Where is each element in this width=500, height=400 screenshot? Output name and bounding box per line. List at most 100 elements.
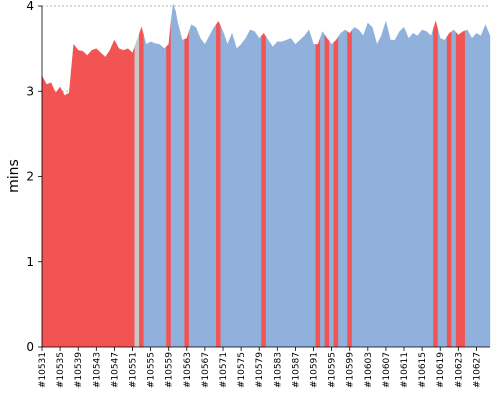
build-area-segment	[179, 31, 185, 348]
build-area-segment	[247, 29, 253, 348]
build-area-segment	[356, 28, 362, 348]
build-area-segment	[175, 11, 181, 348]
y-tick-label: 1	[26, 255, 34, 269]
build-area-segment	[234, 40, 240, 348]
x-tick-label: #10575	[237, 352, 247, 388]
x-tick-label: #10611	[400, 352, 410, 388]
build-area-segment	[333, 36, 339, 348]
build-area-segment	[446, 31, 452, 348]
build-area-segment	[116, 44, 122, 348]
build-area-segment	[238, 40, 244, 348]
build-area-segment	[478, 30, 484, 348]
x-tick-label: #10615	[418, 352, 428, 388]
x-tick-label: #10535	[56, 352, 66, 388]
build-area-segment	[166, 21, 172, 348]
build-area-segment	[297, 37, 303, 348]
build-area-segment	[98, 50, 104, 348]
x-tick-label: #10551	[129, 352, 139, 388]
build-area-segment	[442, 36, 448, 348]
x-tick-label: #10571	[219, 352, 229, 388]
y-tick-label: 0	[26, 340, 34, 354]
x-tick-label: #10583	[273, 352, 283, 388]
x-tick-label: #10543	[92, 352, 102, 388]
build-area-segment	[62, 91, 68, 348]
build-area-segment	[406, 32, 412, 348]
build-area-segment	[419, 29, 425, 348]
build-area-segment	[134, 33, 140, 348]
build-area-segment	[464, 29, 470, 348]
build-area-segment	[125, 48, 131, 348]
x-tick-label: #10627	[472, 352, 482, 388]
build-area-segment	[351, 27, 357, 348]
build-area-segment	[256, 34, 262, 348]
build-area-segment	[483, 24, 488, 348]
build-area-segment	[48, 82, 54, 348]
y-tick-label: 4	[26, 0, 34, 13]
build-area-segment	[455, 31, 461, 348]
build-area-segment	[120, 49, 126, 348]
build-area-segment	[469, 34, 475, 348]
x-tick-label: #10623	[454, 352, 464, 388]
build-area-segment	[378, 28, 384, 348]
build-area-segment	[66, 68, 72, 348]
build-area-segment	[302, 32, 307, 348]
build-area-segment	[292, 40, 298, 348]
build-area-segment	[360, 29, 366, 348]
build-area-segment	[324, 34, 330, 348]
y-axis-label: mins	[6, 159, 22, 193]
build-area-segment	[424, 30, 430, 348]
build-area-segment	[111, 39, 117, 348]
build-area-segment	[437, 29, 443, 348]
x-tick-label: #10607	[382, 352, 392, 388]
build-area-segment	[383, 20, 389, 348]
x-tick-label: #10595	[328, 352, 338, 388]
build-area-segment	[433, 20, 439, 348]
build-area-segment	[161, 46, 167, 348]
build-area-segment	[243, 34, 249, 348]
build-area-segment	[202, 40, 208, 348]
build-area-segment	[392, 35, 398, 348]
build-area-segment	[80, 50, 86, 348]
x-tick-label: #10603	[364, 352, 374, 388]
x-tick-label: #10563	[183, 352, 193, 388]
y-tick-label: 2	[26, 170, 34, 184]
y-tick-labels: 0 1 2 3 4	[26, 0, 42, 354]
x-tick-labels: #10531 #10535 #10539 #10543 #10547 #10551 #105…	[38, 347, 482, 388]
build-area-segment	[107, 45, 113, 348]
build-area-segment	[311, 37, 316, 348]
build-area-segment	[211, 23, 217, 348]
build-area-segment	[148, 41, 154, 348]
build-area-segment	[143, 35, 149, 348]
build-area-segment	[152, 42, 158, 348]
build-area-segment	[197, 32, 203, 348]
build-area-segment	[93, 48, 99, 348]
build-area-segment	[84, 52, 90, 348]
build-area-segment	[487, 30, 491, 348]
build-area-segment	[229, 32, 235, 348]
build-area-segment	[265, 36, 271, 348]
build-area-segment	[369, 24, 375, 348]
build-area-segment	[102, 53, 108, 348]
build-area-segment	[410, 33, 416, 348]
x-tick-label: #10555	[147, 352, 157, 388]
build-area-segment	[44, 80, 49, 348]
build-area-segment	[387, 30, 393, 348]
build-area-segment	[193, 25, 199, 348]
build-area-segment	[206, 31, 212, 348]
build-area-segment	[71, 43, 77, 348]
build-area-segment	[428, 28, 434, 348]
build-area-segment	[261, 32, 267, 348]
build-area-segment	[401, 26, 407, 348]
x-tick-label: #10591	[310, 352, 320, 388]
build-area-segment	[288, 38, 294, 348]
area-marks	[41, 3, 491, 348]
build-area-segment	[283, 38, 289, 348]
build-area-segment	[130, 46, 135, 348]
build-area-segment	[315, 37, 321, 348]
build-area-segment	[252, 30, 258, 348]
build-area-segment	[329, 40, 335, 348]
build-area-segment	[279, 40, 285, 348]
build-area-segment	[342, 29, 348, 348]
x-tick-label: #10539	[74, 352, 84, 388]
x-tick-label: #10559	[165, 352, 175, 388]
